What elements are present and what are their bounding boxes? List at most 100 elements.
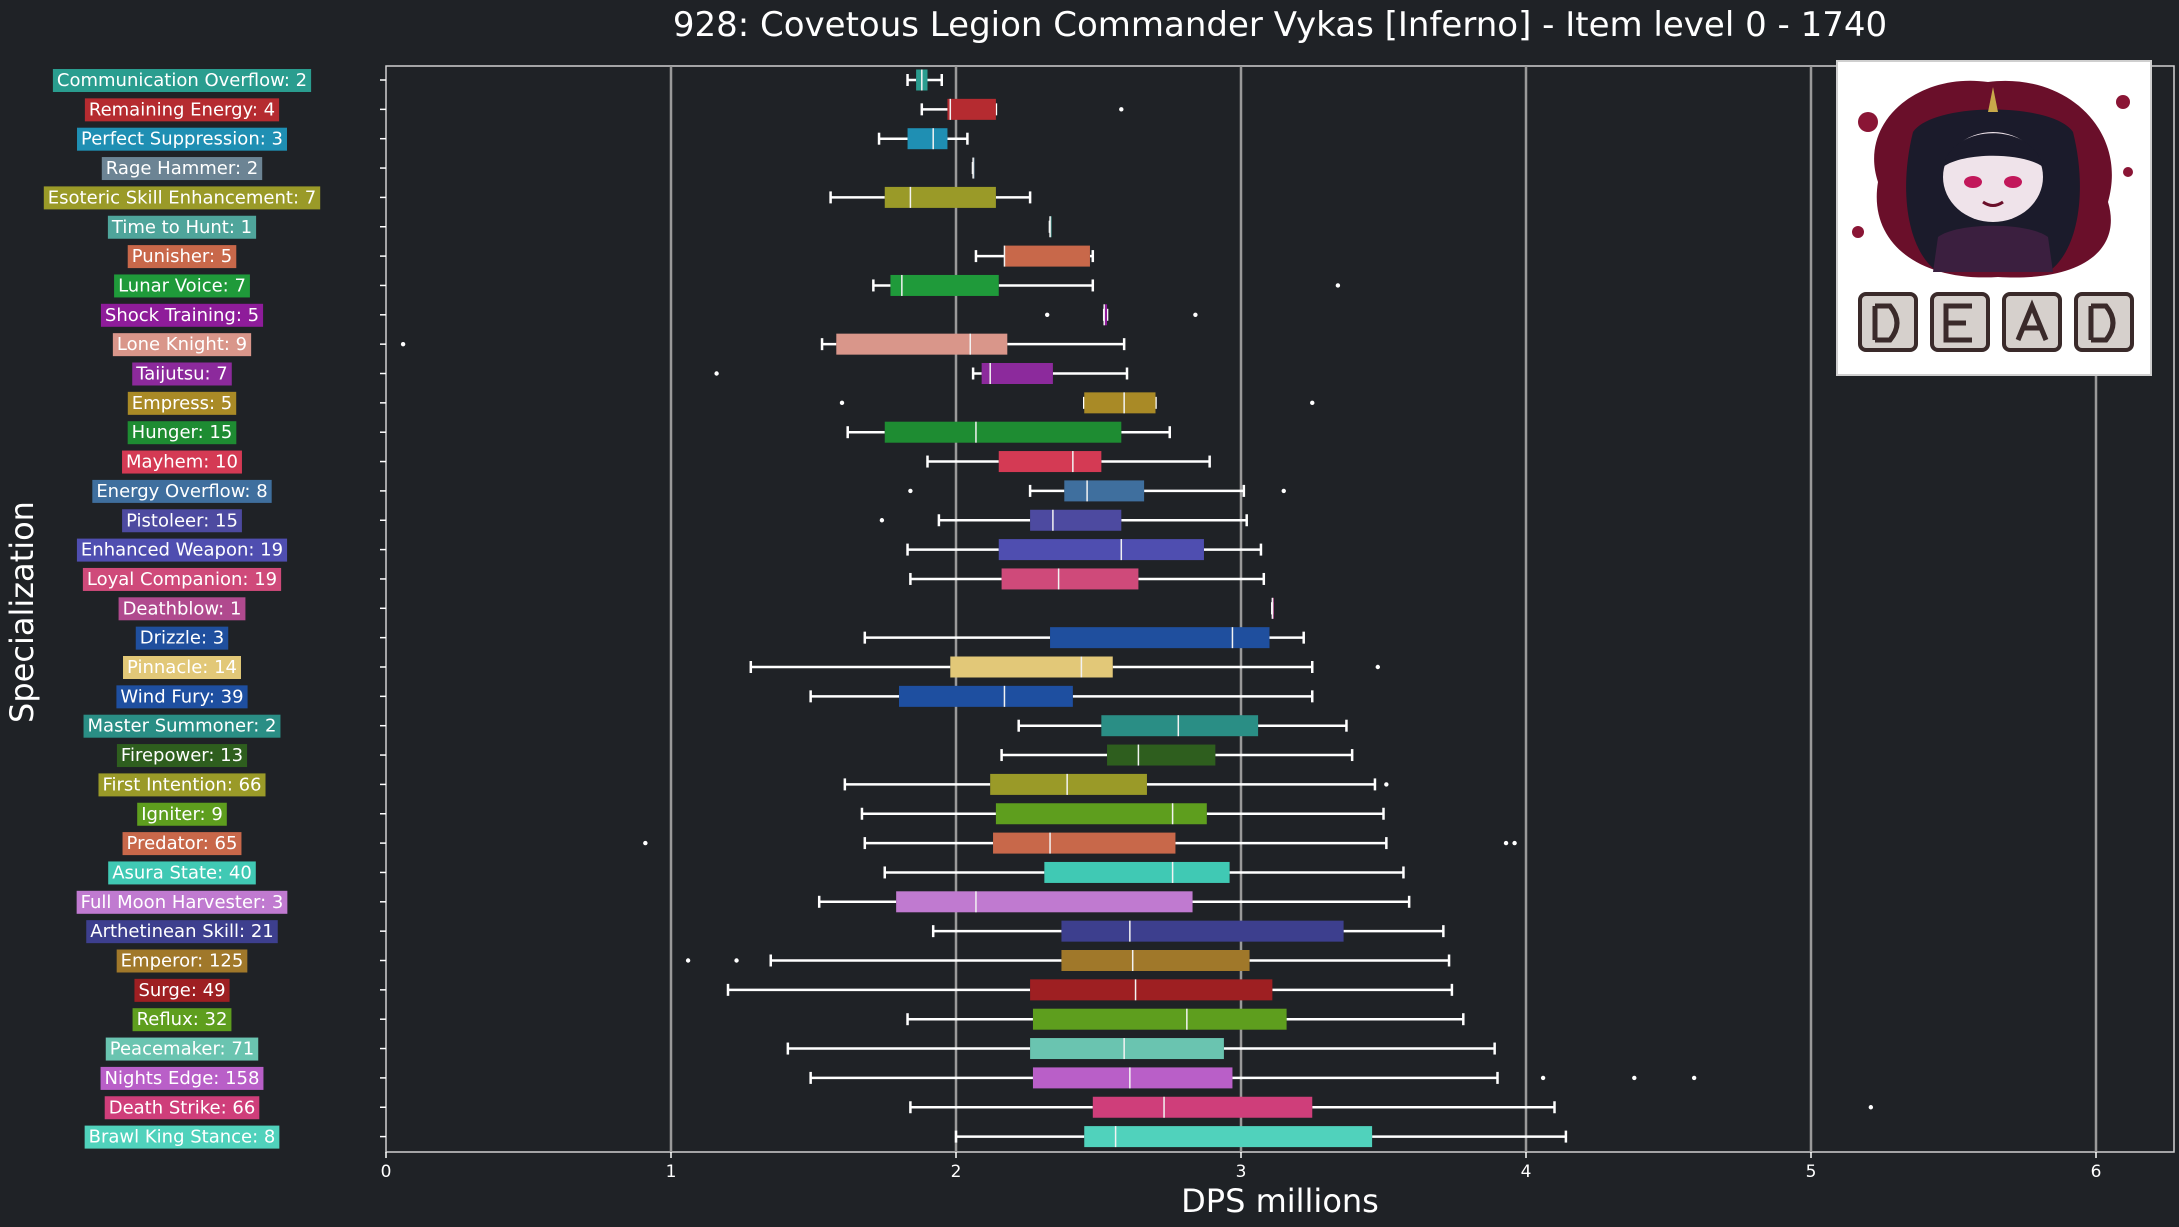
box-iqr	[1030, 979, 1273, 1001]
box-iqr	[899, 685, 1073, 707]
box-6	[974, 245, 1095, 267]
box-14	[908, 480, 1286, 502]
box-iqr	[1004, 245, 1090, 267]
category-label-25: Igniter: 9	[137, 802, 227, 826]
outlier-point	[1540, 1075, 1546, 1081]
box-2	[877, 128, 969, 150]
category-label-bg	[134, 978, 230, 1002]
outlier-point	[1868, 1105, 1874, 1110]
category-label-text: Predator: 65	[127, 833, 238, 854]
category-label-13: Mayhem: 10	[122, 450, 242, 474]
category-label-18: Deathblow: 1	[118, 597, 246, 621]
category-label-bg	[82, 567, 282, 591]
category-label-text: Deathblow: 1	[123, 598, 242, 619]
category-label-text: Arthetinean Skill: 21	[90, 921, 274, 942]
category-label-4: Esoteric Skill Enhancement: 7	[43, 186, 321, 210]
dead-letter-tiles	[1858, 292, 2134, 352]
category-label-text: Death Strike: 66	[109, 1097, 256, 1118]
box-iqr	[990, 773, 1147, 795]
category-label-bg	[118, 597, 246, 621]
category-label-bg	[101, 157, 263, 181]
box-iqr	[1061, 950, 1250, 971]
x-tick-label: 6	[2091, 1162, 2102, 1182]
outlier-point	[1281, 488, 1286, 494]
x-tick-label: 3	[1236, 1162, 1247, 1182]
box-16	[906, 539, 1263, 561]
x-tick-label: 4	[1521, 1162, 1532, 1182]
box-series	[400, 69, 1874, 1148]
category-label-bg	[132, 1008, 232, 1032]
box-iqr	[907, 128, 948, 150]
box-iqr	[1050, 627, 1270, 649]
category-label-bg	[84, 98, 280, 122]
category-label-26: Predator: 65	[122, 832, 242, 856]
category-label-text: Igniter: 9	[141, 804, 223, 825]
category-label-9: Lone Knight: 9	[112, 333, 252, 357]
category-label-text: Empress: 5	[132, 393, 232, 414]
category-label-35: Death Strike: 66	[104, 1096, 260, 1120]
outlier-point	[643, 840, 648, 846]
category-label-36: Brawl King Stance: 8	[84, 1125, 280, 1149]
category-label-text: Esoteric Skill Enhancement: 7	[48, 187, 316, 208]
outlier-point	[839, 400, 845, 406]
box-iqr	[950, 656, 1113, 678]
box-36	[954, 1126, 1568, 1148]
box-5	[1048, 216, 1052, 238]
category-label-text: Surge: 49	[138, 980, 225, 1001]
box-12	[846, 421, 1171, 443]
category-label-12: Hunger: 15	[127, 421, 237, 445]
category-label-5: Time to Hunt: 1	[107, 215, 257, 239]
box-iqr	[998, 451, 1102, 473]
category-label-bg	[92, 479, 272, 503]
outlier-point	[908, 488, 913, 494]
category-label-32: Reflux: 32	[132, 1008, 232, 1032]
category-label-1: Remaining Energy: 4	[84, 98, 280, 122]
category-label-bg	[122, 509, 242, 533]
box-25	[860, 803, 1385, 825]
box-iqr	[1061, 920, 1344, 942]
box-iqr	[1032, 1067, 1233, 1089]
category-label-27: Asura State: 40	[108, 861, 256, 885]
category-label-bg	[137, 802, 227, 826]
category-label-2: Perfect Suppression: 3	[77, 127, 287, 151]
category-label-bg	[98, 773, 266, 797]
box-20	[749, 656, 1381, 678]
outlier-point	[1691, 1075, 1697, 1081]
category-label-bg	[104, 1096, 260, 1120]
category-label-bg	[86, 920, 278, 944]
category-label-bg	[100, 1066, 264, 1090]
category-label-15: Pistoleer: 15	[122, 509, 242, 533]
y-axis-label: Specialization	[3, 501, 41, 723]
box-13	[926, 451, 1211, 473]
box-22	[1017, 715, 1348, 737]
category-label-30: Emperor: 125	[116, 949, 248, 973]
x-tick-label: 5	[1806, 1162, 1817, 1182]
x-tick-label: 1	[666, 1162, 677, 1182]
category-label-bg	[105, 1037, 259, 1061]
category-label-bg	[127, 245, 237, 269]
box-21	[809, 685, 1314, 707]
box-31	[726, 979, 1454, 1001]
category-label-text: Lunar Voice: 7	[118, 275, 246, 296]
box-iqr	[884, 421, 1122, 443]
category-label-text: Brawl King Stance: 8	[89, 1127, 276, 1148]
category-label-bg	[107, 215, 257, 239]
box-iqr	[836, 333, 1008, 355]
box-iqr	[1084, 1126, 1373, 1148]
outlier-point	[1119, 107, 1124, 112]
x-axis-ticks: 0 1 2 3 4 5 6	[381, 1152, 2102, 1182]
category-label-text: Taijutsu: 7	[135, 364, 228, 385]
category-label-23: Firepower: 13	[116, 744, 248, 768]
category-label-text: First Intention: 66	[102, 774, 261, 795]
category-label-text: Full Moon Harvester: 3	[81, 892, 284, 913]
category-label-text: Shock Training: 5	[105, 305, 259, 326]
dead-sticker-image	[1836, 60, 2152, 376]
outlier-point	[1335, 283, 1341, 288]
category-label-bg	[123, 656, 241, 679]
category-label-14: Energy Overflow: 8	[92, 479, 272, 503]
category-label-text: Rage Hammer: 2	[106, 158, 258, 179]
category-label-3: Rage Hammer: 2	[101, 157, 263, 181]
category-label-24: First Intention: 66	[98, 773, 266, 797]
box-iqr	[993, 832, 1176, 854]
category-label-text: Nights Edge: 158	[105, 1068, 260, 1089]
